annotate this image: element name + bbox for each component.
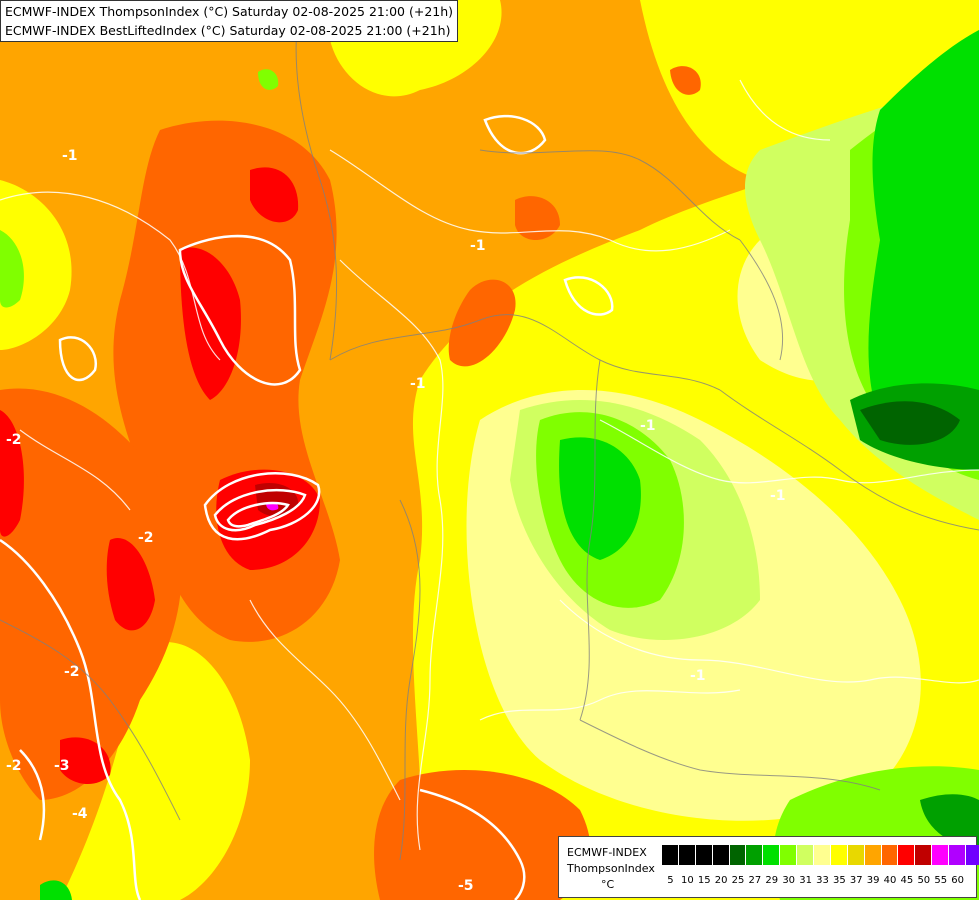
legend-tick-label: 40 bbox=[883, 875, 897, 886]
field-green-strong-east bbox=[868, 30, 979, 470]
legend-swatch bbox=[847, 845, 865, 865]
legend-tick-label: 20 bbox=[714, 875, 728, 886]
legend-swatch bbox=[949, 845, 967, 865]
legend-tick-label: 35 bbox=[832, 875, 846, 886]
color-legend: ECMWF-INDEX ThompsonIndex °C 5 10 15 20 25 27… bbox=[558, 836, 979, 898]
contour-label: -2 bbox=[64, 664, 80, 680]
legend-tick-label: 37 bbox=[849, 875, 863, 886]
legend-tick-label: 10 bbox=[680, 875, 694, 886]
legend-swatch bbox=[915, 845, 933, 865]
legend-tick-label: 25 bbox=[731, 875, 745, 886]
legend-tick-label: 55 bbox=[934, 875, 948, 886]
field-orangered-spot bbox=[515, 196, 560, 240]
legend-swatches bbox=[662, 845, 979, 865]
legend-tick-label: 30 bbox=[782, 875, 796, 886]
legend-swatch bbox=[712, 845, 730, 865]
field-orangered-south bbox=[374, 770, 591, 900]
title-line-thompson: ECMWF-INDEX ThompsonIndex (°C) Saturday … bbox=[5, 4, 454, 19]
field-red-north bbox=[250, 167, 299, 223]
contour-label: -2 bbox=[138, 530, 154, 546]
field-orangered-mid bbox=[448, 279, 516, 367]
field-red-south bbox=[60, 737, 111, 785]
legend-tick-label: 60 bbox=[951, 875, 964, 886]
field-green-center-core bbox=[559, 437, 641, 560]
legend-parameter: ThompsonIndex bbox=[567, 862, 655, 875]
contour-label: -5 bbox=[458, 878, 474, 894]
legend-swatch bbox=[814, 845, 831, 865]
legend-tick-label: 33 bbox=[816, 875, 829, 886]
legend-tick-label: 29 bbox=[765, 875, 779, 886]
lifted-index-contours bbox=[0, 114, 614, 900]
contour-label: -4 bbox=[72, 806, 88, 822]
contour-label: -3 bbox=[54, 758, 70, 774]
legend-ticks: 5 10 15 20 25 27 29 30 31 33 35 37 39 40 45 50 55 60 bbox=[662, 875, 966, 886]
contour-label: -2 bbox=[6, 432, 22, 448]
legend-tick-label: 39 bbox=[866, 875, 880, 886]
field-green-nw bbox=[0, 230, 24, 308]
field-green-north-spot bbox=[258, 69, 279, 90]
legend-swatch bbox=[780, 845, 798, 865]
legend-tick-label: 45 bbox=[900, 875, 914, 886]
contour-label: -1 bbox=[640, 418, 656, 434]
legend-swatch bbox=[966, 845, 979, 865]
field-orangered-ne-spot bbox=[670, 66, 701, 95]
borders bbox=[0, 0, 979, 861]
legend-tick-label: 31 bbox=[799, 875, 812, 886]
legend-unit: °C bbox=[601, 878, 615, 891]
legend-model: ECMWF-INDEX bbox=[567, 846, 647, 859]
field-orangered-sw bbox=[0, 388, 182, 800]
legend-tick-label: 27 bbox=[748, 875, 762, 886]
field-red-west-edge bbox=[0, 410, 24, 537]
map-title-box: ECMWF-INDEX ThompsonIndex (°C) Saturday … bbox=[0, 0, 459, 42]
field-yellow-west bbox=[0, 180, 72, 350]
legend-swatch bbox=[898, 845, 916, 865]
legend-tick-label: 15 bbox=[697, 875, 711, 886]
contour-label: -1 bbox=[62, 148, 78, 164]
contour-label: -1 bbox=[410, 376, 426, 392]
contour-label: -1 bbox=[690, 668, 706, 684]
contour-label: -1 bbox=[470, 238, 486, 254]
legend-tick-label: 5 bbox=[667, 875, 674, 886]
legend-swatch bbox=[830, 845, 848, 865]
legend-swatch bbox=[746, 845, 764, 865]
contour-label: -2 bbox=[6, 758, 22, 774]
legend-swatch bbox=[864, 845, 882, 865]
legend-swatch bbox=[797, 845, 815, 865]
contour-label: -1 bbox=[770, 488, 786, 504]
field-red-sw bbox=[106, 538, 155, 631]
field-green-sw-spot bbox=[40, 880, 72, 900]
legend-swatch bbox=[729, 845, 747, 865]
field-darkgreen-deep bbox=[860, 401, 960, 445]
legend-tick-label: 50 bbox=[917, 875, 931, 886]
legend-swatch bbox=[662, 845, 679, 865]
legend-swatch bbox=[763, 845, 781, 865]
contour-label-group: -2 -2 -2 -3 -4 -2 -5 -1 -1 -1 -1 -1 -1 bbox=[6, 148, 786, 894]
legend-swatch bbox=[932, 845, 950, 865]
legend-swatch bbox=[881, 845, 899, 865]
legend-swatch bbox=[678, 845, 696, 865]
thompson-contours bbox=[0, 79, 979, 851]
legend-swatch bbox=[695, 845, 713, 865]
title-line-lifted: ECMWF-INDEX BestLiftedIndex (°C) Saturda… bbox=[5, 23, 451, 38]
